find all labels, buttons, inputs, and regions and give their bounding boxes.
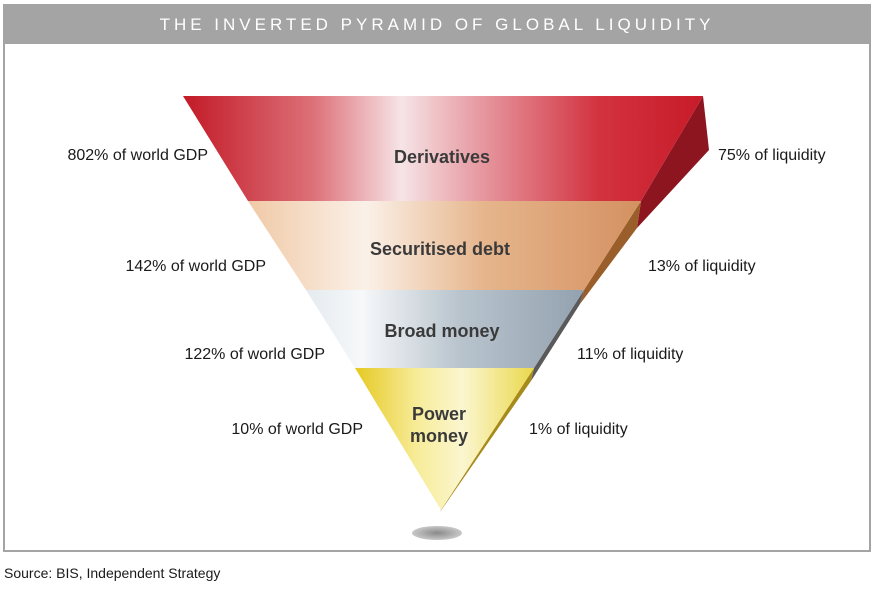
derivatives-tier <box>183 96 703 201</box>
tier-label-securitised-debt: Securitised debt <box>369 239 511 259</box>
gdp-label-derivatives: 802% of world GDP <box>67 147 208 164</box>
tier-label-derivatives: Derivatives <box>393 147 491 167</box>
broad-money-tier <box>306 290 584 368</box>
liquidity-label-broad-money: 11% of liquidity <box>577 346 684 363</box>
tier-label-power-money: Power money <box>409 404 469 446</box>
securitised-debt-tier <box>248 201 641 290</box>
gdp-label-securitised-debt: 142% of world GDP <box>125 258 266 275</box>
tier-label-broad-money: Broad money <box>384 321 500 341</box>
liquidity-label-securitised-debt: 13% of liquidity <box>648 258 756 275</box>
power-money-tier <box>355 368 534 510</box>
gdp-label-broad-money: 122% of world GDP <box>184 346 325 363</box>
liquidity-label-power-money: 1% of liquidity <box>529 421 628 438</box>
power-money-side-face <box>440 368 534 512</box>
pyramid-shadow <box>412 526 462 540</box>
broad-money-side-face <box>531 290 584 381</box>
figure-title: THE INVERTED PYRAMID OF GLOBAL LIQUIDITY <box>5 6 869 44</box>
gdp-label-power-money: 10% of world GDP <box>231 421 363 438</box>
liquidity-label-derivatives: 75% of liquidity <box>718 147 826 164</box>
derivatives-side-face <box>637 96 709 228</box>
securitised-debt-side-face <box>580 201 641 304</box>
source-note: Source: BIS, Independent Strategy <box>4 565 221 581</box>
